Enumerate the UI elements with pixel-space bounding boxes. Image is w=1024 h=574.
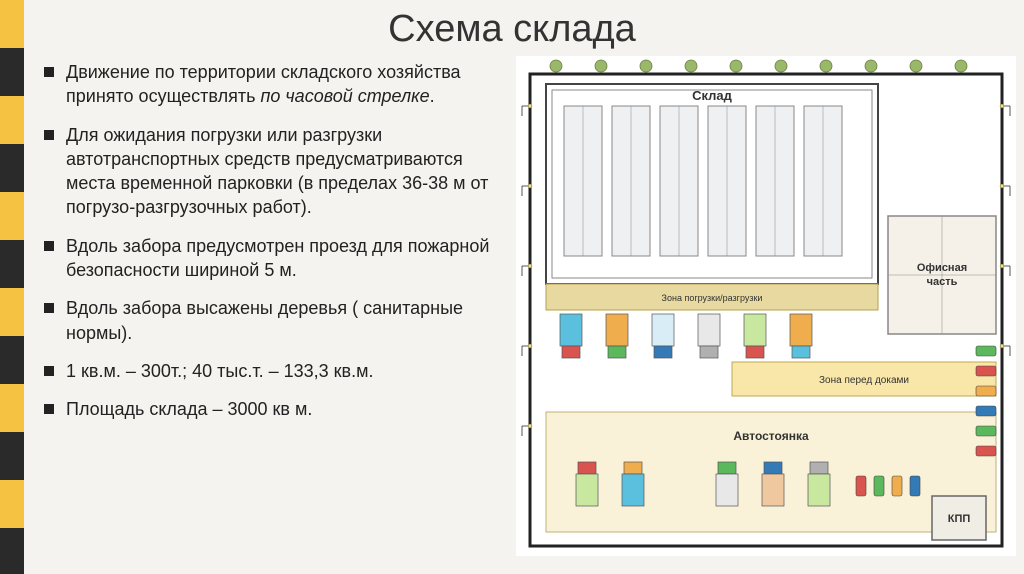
bullet-text: Вдоль забора предусмотрен проезд для пож… [66, 234, 500, 283]
svg-text:Зона перед доками: Зона перед доками [819, 375, 909, 386]
bullet-item: Площадь склада – 3000 кв м. [44, 397, 500, 421]
svg-text:КПП: КПП [948, 513, 971, 525]
stripe-segment [0, 288, 24, 336]
bullet-list: Движение по территории складского хозяйс… [44, 60, 500, 436]
stripe-segment [0, 480, 24, 528]
decorative-stripe [0, 0, 24, 574]
svg-text:часть: часть [927, 276, 958, 288]
warehouse-diagram: Склад Зона погрузки/разгрузки Офисная часть… [516, 56, 1016, 556]
slide-title: Схема склада [0, 8, 1024, 51]
bullet-square-icon [44, 130, 54, 140]
bullet-square-icon [44, 241, 54, 251]
bullet-text: Площадь склада – 3000 кв м. [66, 397, 312, 421]
bullet-item: 1 кв.м. – 300т.; 40 тыс.т. – 133,3 кв.м. [44, 359, 500, 383]
bullet-square-icon [44, 366, 54, 376]
bullet-text: Движение по территории складского хозяйс… [66, 60, 500, 109]
svg-text:Зона погрузки/разгрузки: Зона погрузки/разгрузки [662, 293, 763, 303]
bullet-square-icon [44, 404, 54, 414]
stripe-segment [0, 384, 24, 432]
bullet-text: Для ожидания погрузки или разгрузки авто… [66, 123, 500, 220]
bullet-text: Вдоль забора высажены деревья ( санитарн… [66, 296, 500, 345]
svg-text:Склад: Склад [692, 88, 733, 103]
svg-text:Офисная: Офисная [917, 262, 967, 274]
stripe-segment [0, 96, 24, 144]
stripe-segment [0, 192, 24, 240]
bullet-square-icon [44, 67, 54, 77]
bullet-square-icon [44, 303, 54, 313]
bullet-item: Вдоль забора предусмотрен проезд для пож… [44, 234, 500, 283]
bullet-text: 1 кв.м. – 300т.; 40 тыс.т. – 133,3 кв.м. [66, 359, 373, 383]
bullet-item: Движение по территории складского хозяйс… [44, 60, 500, 109]
bullet-item: Для ожидания погрузки или разгрузки авто… [44, 123, 500, 220]
svg-text:Автостоянка: Автостоянка [733, 429, 809, 443]
bullet-item: Вдоль забора высажены деревья ( санитарн… [44, 296, 500, 345]
